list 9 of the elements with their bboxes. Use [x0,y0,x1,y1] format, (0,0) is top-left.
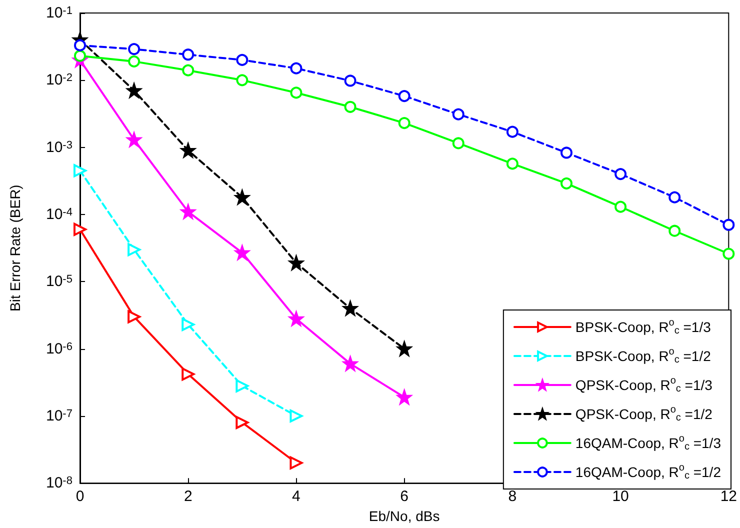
x-tick-label: 12 [720,488,737,506]
x-tick-label: 6 [400,488,408,506]
x-tick-label: 8 [508,488,517,506]
x-tick-label: 4 [292,488,300,506]
y-axis-title: Bit Error Rate (BER) [7,184,23,312]
x-tick-label: 0 [76,488,84,506]
x-tick-label: 10 [612,488,629,506]
x-tick-label: 2 [184,488,192,506]
x-axis-title: Eb/No, dBs [368,508,440,524]
